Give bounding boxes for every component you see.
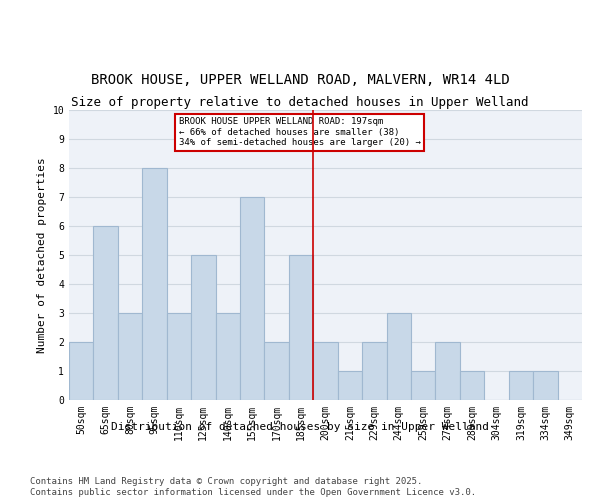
Bar	[509, 371, 533, 400]
Text: Size of property relative to detached houses in Upper Welland: Size of property relative to detached ho…	[71, 96, 529, 109]
Text: Distribution of detached houses by size in Upper Welland: Distribution of detached houses by size …	[111, 422, 489, 432]
Bar	[191, 255, 215, 400]
Bar	[240, 197, 265, 400]
Bar	[386, 313, 411, 400]
Bar	[460, 371, 484, 400]
Text: Contains HM Land Registry data © Crown copyright and database right 2025.
Contai: Contains HM Land Registry data © Crown c…	[30, 478, 476, 497]
Y-axis label: Number of detached properties: Number of detached properties	[37, 157, 47, 353]
Bar	[411, 371, 436, 400]
Bar	[94, 226, 118, 400]
Bar	[118, 313, 142, 400]
Bar	[142, 168, 167, 400]
Bar	[289, 255, 313, 400]
Text: BROOK HOUSE UPPER WELLAND ROAD: 197sqm
← 66% of detached houses are smaller (38): BROOK HOUSE UPPER WELLAND ROAD: 197sqm ←…	[179, 117, 421, 147]
Bar	[436, 342, 460, 400]
Bar	[362, 342, 386, 400]
Bar	[265, 342, 289, 400]
Bar	[338, 371, 362, 400]
Bar	[69, 342, 94, 400]
Bar	[313, 342, 338, 400]
Bar	[215, 313, 240, 400]
Bar	[167, 313, 191, 400]
Bar	[533, 371, 557, 400]
Text: BROOK HOUSE, UPPER WELLAND ROAD, MALVERN, WR14 4LD: BROOK HOUSE, UPPER WELLAND ROAD, MALVERN…	[91, 74, 509, 88]
